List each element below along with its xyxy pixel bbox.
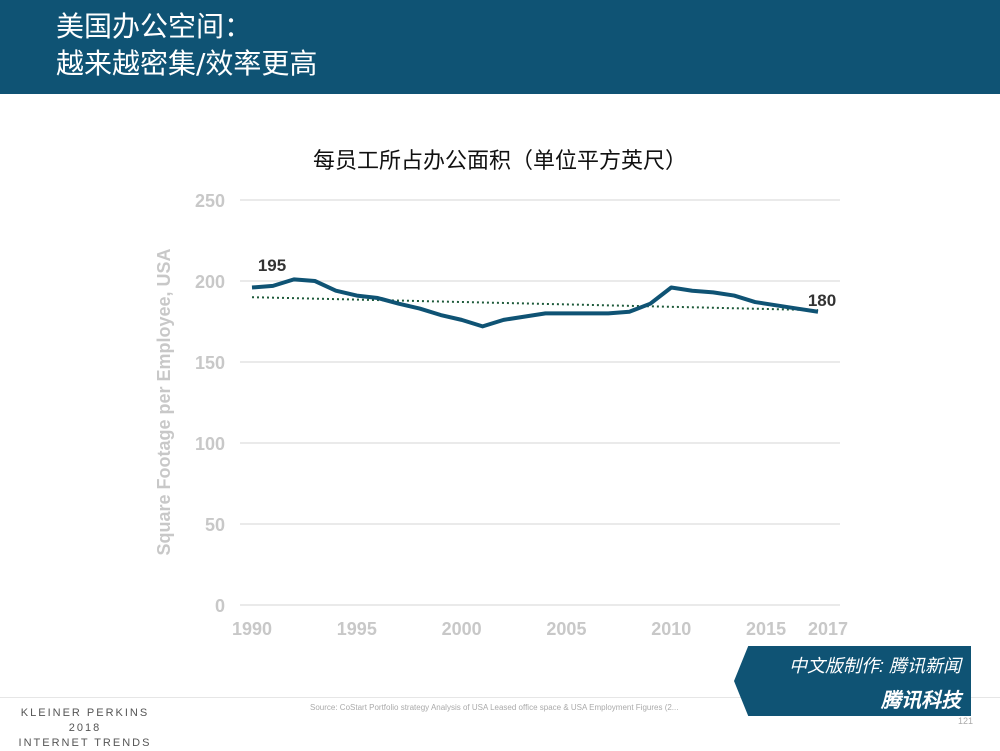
tencent-badge: 中文版制作: 腾讯新闻 腾讯科技 — [734, 646, 971, 716]
x-tick-label: 1995 — [337, 619, 377, 639]
x-tick-label: 2005 — [546, 619, 586, 639]
page-number: 121 — [958, 716, 973, 726]
y-axis-label: Square Footage per Employee, USA — [154, 248, 174, 555]
y-tick-label: 200 — [195, 272, 225, 292]
y-tick-label: 250 — [195, 191, 225, 211]
trendline — [252, 297, 818, 310]
brand-line-2: 2018 — [0, 721, 170, 736]
brand-line-1: KLEINER PERKINS — [0, 706, 170, 721]
y-tick-label: 0 — [215, 596, 225, 616]
kleiner-perkins-logo: KLEINER PERKINS 2018 INTERNET TRENDS — [0, 706, 170, 751]
badge-line-2: 腾讯科技 — [881, 684, 961, 713]
badge-line-1: 中文版制作: 腾讯新闻 — [789, 652, 961, 678]
y-tick-label: 100 — [195, 434, 225, 454]
series-line — [252, 279, 818, 326]
x-tick-label: 1990 — [232, 619, 272, 639]
x-tick-label: 2015 — [746, 619, 786, 639]
source-note: Source: CoStart Portfolio strategy Analy… — [310, 703, 678, 712]
x-tick-label: 2017 — [808, 619, 848, 639]
data-label: 195 — [258, 256, 286, 275]
data-label: 180 — [808, 291, 836, 310]
y-tick-label: 150 — [195, 353, 225, 373]
x-tick-label: 2010 — [651, 619, 691, 639]
x-tick-label: 2000 — [442, 619, 482, 639]
brand-line-3: INTERNET TRENDS — [0, 736, 170, 751]
y-tick-label: 50 — [205, 515, 225, 535]
